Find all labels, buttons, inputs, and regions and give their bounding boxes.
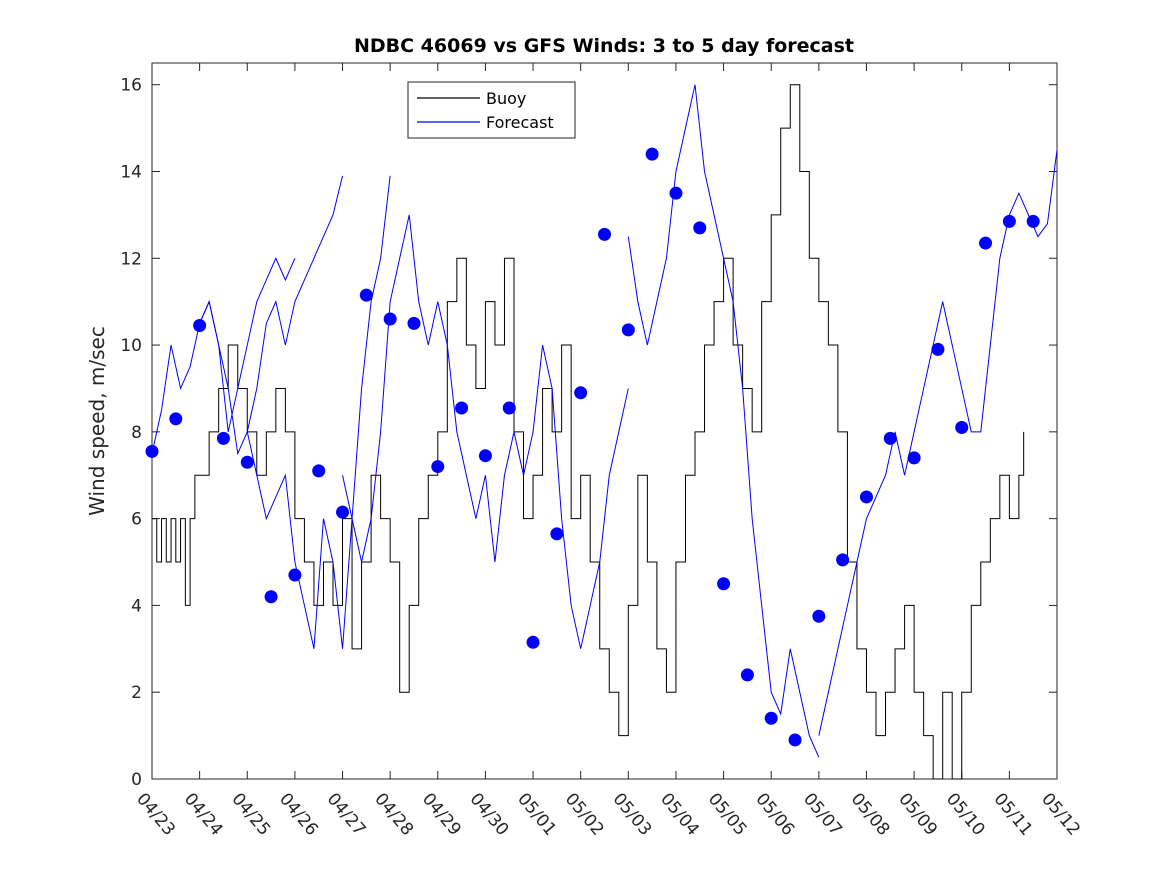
forecast-point [1026, 214, 1040, 228]
legend-box [407, 81, 576, 139]
legend-forecast-label: Forecast [486, 113, 554, 132]
y-tick-label: 6 [131, 510, 142, 530]
forecast-run-line [342, 214, 629, 649]
forecast-run-line [627, 84, 820, 758]
y-tick-label: 4 [131, 596, 142, 616]
y-tick-label: 12 [120, 249, 142, 269]
forecast-point [526, 635, 540, 649]
forecast-point [836, 553, 850, 567]
forecast-point [907, 451, 921, 465]
forecast-point [336, 505, 350, 519]
forecast-point [478, 449, 492, 463]
forecast-point [145, 444, 159, 458]
forecast-point [383, 312, 397, 326]
forecast-run-line [151, 257, 296, 454]
forecast-point [312, 464, 326, 478]
forecast-point [883, 431, 897, 445]
forecast-point [717, 577, 731, 591]
forecast-point [431, 460, 445, 474]
forecast-point [764, 711, 778, 725]
forecast-point [740, 668, 754, 682]
y-tick-label: 14 [120, 162, 142, 182]
axes-box [151, 62, 1058, 780]
forecast-point [359, 288, 373, 302]
forecast-point [788, 733, 802, 747]
forecast-point [598, 227, 611, 241]
forecast-point [240, 455, 254, 469]
y-tick-label: 16 [120, 76, 142, 96]
buoy-series-line [152, 84, 1025, 780]
forecast-point [669, 186, 683, 200]
y-tick-label: 2 [131, 683, 142, 703]
forecast-point [979, 236, 993, 250]
forecast-run-line [199, 175, 344, 456]
forecast-point [407, 316, 421, 330]
forecast-point [621, 323, 635, 337]
legend: Buoy Forecast [407, 81, 576, 139]
forecast-point [812, 609, 826, 623]
forecast-point [502, 401, 516, 415]
forecast-point [859, 490, 873, 504]
forecast-run-line [246, 175, 391, 649]
forecast-point [455, 401, 469, 415]
forecast-point [645, 147, 659, 161]
chart-title: NDBC 46069 vs GFS Winds: 3 to 5 day fore… [354, 35, 854, 57]
forecast-point [288, 568, 302, 582]
forecast-point [169, 412, 183, 426]
y-tick-label: 10 [120, 336, 142, 356]
y-tick-label: 8 [131, 423, 142, 443]
forecast-point [955, 421, 969, 435]
forecast-point [931, 342, 945, 356]
legend-buoy-label: Buoy [486, 89, 526, 108]
forecast-point [264, 590, 278, 604]
forecast-point [193, 319, 207, 333]
y-tick-label: 0 [131, 770, 142, 790]
forecast-point [693, 221, 707, 235]
forecast-point [1002, 214, 1016, 228]
y-axis-label: Wind speed, m/sec [85, 326, 109, 516]
forecast-run-line [818, 149, 1058, 736]
forecast-point [550, 527, 564, 541]
forecast-point [574, 386, 588, 400]
forecast-point [216, 431, 230, 445]
